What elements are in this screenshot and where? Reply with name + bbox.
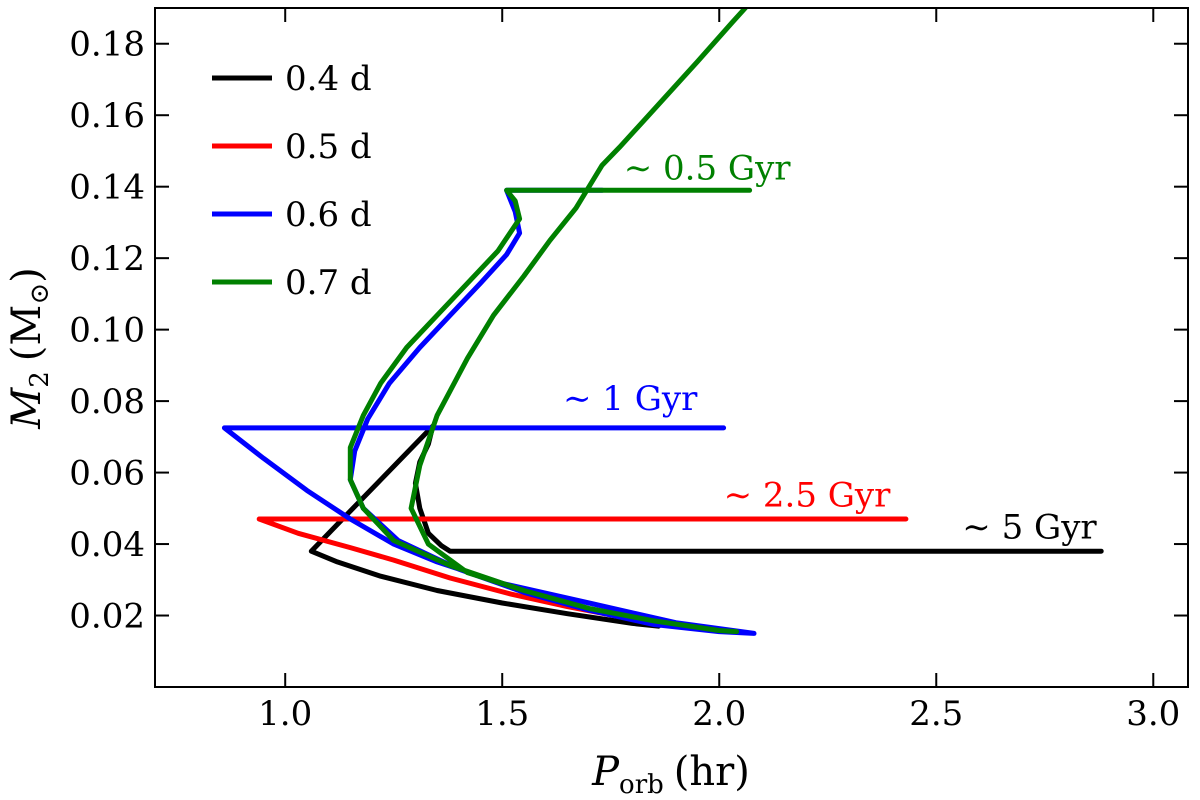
annotation-label-2: ∼ 2.5 Gyr bbox=[724, 476, 892, 516]
legend-label-1: 0.5 d bbox=[285, 127, 372, 167]
y-tick-label: 0.02 bbox=[69, 597, 145, 637]
series-layer bbox=[221, 8, 1104, 636]
y-tick-label: 0.10 bbox=[69, 311, 145, 351]
legend-label-2: 0.6 d bbox=[285, 195, 372, 235]
legend-label-3: 0.7 d bbox=[285, 263, 372, 303]
x-tick-label: 1.5 bbox=[475, 694, 529, 734]
y-tick-label: 0.14 bbox=[69, 168, 145, 208]
x-axis-title: Porb (hr) bbox=[591, 749, 750, 800]
tick-layer: 1.0 1.5 2.0 2.5 3.0 0.02 0.04 0.06 0.08 0.10 0.12 0… bbox=[69, 8, 1188, 734]
series-line-3 bbox=[347, 8, 753, 635]
x-tick-label: 1.0 bbox=[258, 694, 312, 734]
x-axis-title-main: P bbox=[591, 749, 620, 795]
y-axis-title-main: M bbox=[4, 387, 50, 430]
x-axis-title-sub: orb bbox=[619, 770, 664, 800]
y-tick-label: 0.08 bbox=[69, 382, 145, 422]
legend-label-0: 0.4 d bbox=[285, 59, 372, 99]
x-tick-label: 2.0 bbox=[692, 694, 746, 734]
plot-frame bbox=[154, 7, 1189, 688]
y-axis-title-unit-close: ) bbox=[4, 267, 50, 283]
y-tick-label: 0.04 bbox=[69, 525, 145, 565]
y-axis-title-unit-sub: ⊙ bbox=[25, 283, 55, 305]
x-axis-title-unit: (hr) bbox=[674, 749, 750, 795]
x-tick-label: 2.5 bbox=[909, 694, 963, 734]
annotation-label-1: ∼ 1 Gyr bbox=[563, 379, 698, 419]
y-axis-title-unit-open: (M bbox=[4, 305, 50, 362]
x-tick-label: 3.0 bbox=[1126, 694, 1180, 734]
annotation-layer: ∼ 0.5 Gyr ∼ 1 Gyr ∼ 2.5 Gyr ∼ 5 Gyr bbox=[563, 149, 1097, 548]
y-tick-label: 0.18 bbox=[69, 25, 145, 65]
annotation-label-3: ∼ 5 Gyr bbox=[962, 508, 1097, 548]
y-axis-title-sub: 2 bbox=[25, 371, 55, 388]
y-axis-title: M2 (M⊙) bbox=[4, 267, 55, 429]
annotation-label-0: ∼ 0.5 Gyr bbox=[624, 149, 792, 189]
legend: 0.4 d 0.5 d 0.6 d 0.7 d bbox=[212, 59, 372, 303]
y-tick-label: 0.12 bbox=[69, 239, 145, 279]
y-tick-label: 0.16 bbox=[69, 96, 145, 136]
y-tick-label: 0.06 bbox=[69, 454, 145, 494]
